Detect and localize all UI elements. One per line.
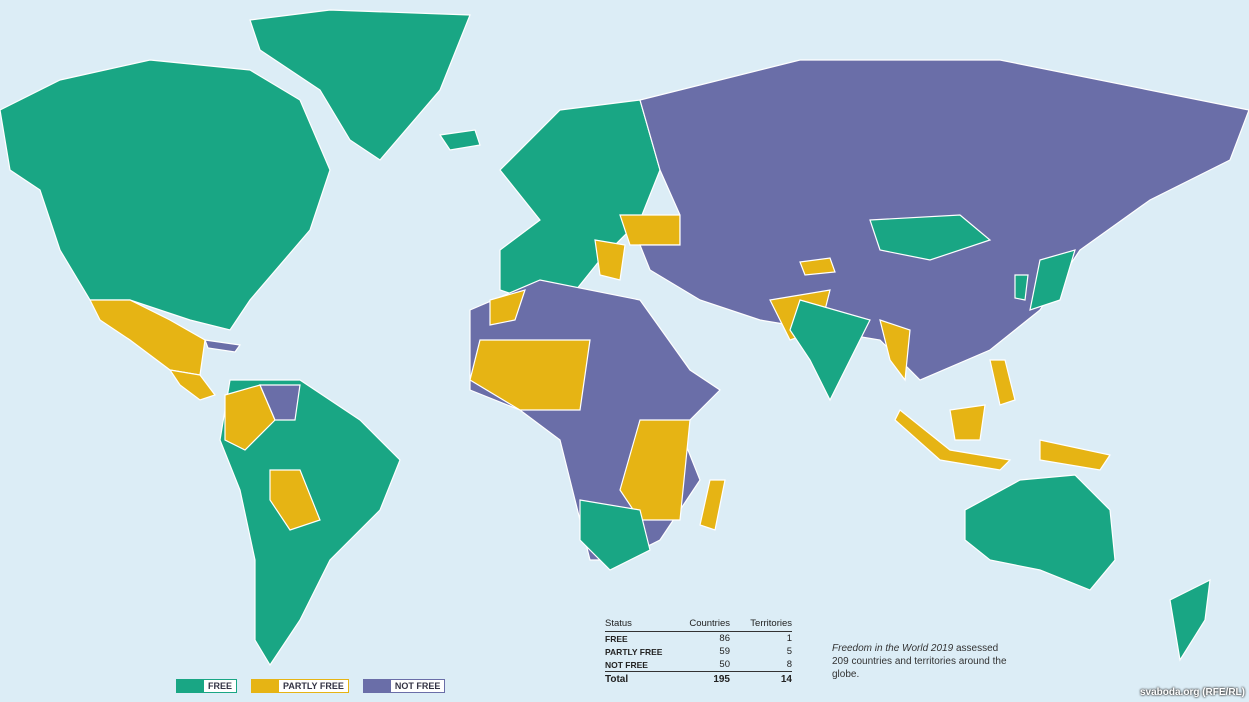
legend-label: PARTLY FREE bbox=[283, 681, 344, 691]
legend-swatch-not-free bbox=[363, 680, 391, 692]
legend-swatch-free bbox=[177, 680, 204, 692]
region-madagascar bbox=[699, 479, 726, 531]
table-row: PARTLY FREE 59 5 bbox=[605, 645, 792, 658]
region-japan bbox=[1029, 249, 1076, 311]
row-countries: 86 bbox=[719, 633, 730, 644]
total-territories: 14 bbox=[730, 671, 792, 686]
region-ukraine bbox=[619, 214, 681, 246]
stats-table: Status Countries Territories FREE 86 1 PAR… bbox=[605, 617, 792, 686]
header-countries: Countries bbox=[680, 617, 730, 632]
header-territories: Territories bbox=[730, 617, 792, 632]
table-row: NOT FREE 50 8 bbox=[605, 658, 792, 672]
region-korea bbox=[1014, 274, 1029, 301]
row-territories: 8 bbox=[786, 659, 792, 670]
header-status: Status bbox=[605, 617, 680, 632]
total-label: Total bbox=[605, 671, 680, 686]
table-total-row: Total 195 14 bbox=[605, 671, 792, 686]
table-header: Status Countries Territories bbox=[605, 617, 792, 632]
row-territories: 5 bbox=[786, 646, 792, 657]
row-territories: 1 bbox=[786, 633, 792, 644]
region-philippines bbox=[989, 359, 1016, 406]
map-legend: FREE PARTLY FREE NOT FREE bbox=[176, 679, 446, 693]
legend-not-free: NOT FREE bbox=[362, 679, 446, 693]
region-europe bbox=[499, 99, 661, 311]
row-countries: 50 bbox=[719, 659, 730, 670]
total-countries: 195 bbox=[680, 671, 730, 686]
region-colombia bbox=[224, 384, 276, 451]
row-countries: 59 bbox=[719, 646, 730, 657]
region-iceland bbox=[438, 129, 481, 151]
region-central-america bbox=[168, 369, 216, 401]
legend-free: FREE bbox=[176, 679, 238, 693]
region-bolivia bbox=[269, 469, 321, 531]
legend-label: FREE bbox=[208, 681, 233, 691]
row-status: NOT FREE bbox=[605, 659, 648, 670]
row-status: FREE bbox=[605, 633, 628, 644]
watermark: svaboda.org (RFE/RL) bbox=[1139, 687, 1245, 698]
table-row: FREE 86 1 bbox=[605, 632, 792, 646]
legend-swatch-partly-free bbox=[252, 680, 280, 692]
region-papua bbox=[1039, 439, 1111, 471]
caption: Freedom in the World 2019 assessed 209 c… bbox=[832, 642, 1012, 681]
row-status: PARTLY FREE bbox=[605, 646, 663, 657]
region-australia bbox=[964, 474, 1116, 591]
caption-text: assessed 209 countries and territories a… bbox=[832, 643, 1007, 680]
region-venezuela bbox=[259, 384, 301, 421]
region-indonesia-west bbox=[894, 409, 1012, 471]
region-cuba bbox=[204, 339, 242, 353]
region-balkans bbox=[594, 239, 626, 281]
region-southern-africa bbox=[579, 499, 651, 571]
region-mongolia bbox=[869, 214, 992, 261]
caption-title: Freedom in the World 2019 bbox=[832, 643, 954, 654]
region-myanmar bbox=[879, 319, 911, 382]
region-north-america bbox=[0, 59, 331, 331]
region-india bbox=[789, 299, 871, 402]
region-east-africa bbox=[619, 419, 691, 521]
region-new-zealand bbox=[1169, 578, 1211, 662]
region-greenland bbox=[249, 9, 471, 161]
region-west-africa bbox=[469, 339, 591, 411]
region-borneo bbox=[949, 404, 986, 441]
legend-partly-free: PARTLY FREE bbox=[251, 679, 349, 693]
legend-label: NOT FREE bbox=[394, 681, 441, 691]
region-kyrgyzstan bbox=[799, 257, 836, 276]
region-morocco bbox=[489, 289, 526, 326]
